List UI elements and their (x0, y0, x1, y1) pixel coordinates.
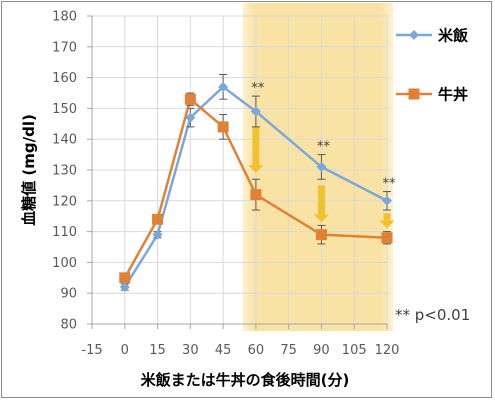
legend-marker (408, 88, 420, 100)
series-gyudon (119, 92, 393, 284)
data-point (152, 229, 163, 240)
data-point (184, 93, 196, 105)
down-arrow (379, 213, 395, 229)
series-rice (119, 74, 392, 293)
data-point (185, 112, 196, 123)
x-tick-label: 105 (342, 343, 367, 358)
data-point (119, 272, 131, 284)
y-tick-label: 170 (52, 40, 77, 55)
legend-label: 牛丼 (438, 86, 468, 104)
y-tick-label: 80 (60, 318, 77, 333)
x-tick-label: 30 (182, 343, 199, 358)
x-tick-label: 0 (121, 343, 129, 358)
legend-marker (409, 30, 419, 40)
data-point (250, 106, 261, 117)
data-point (250, 189, 262, 201)
x-tick-label: 60 (248, 343, 265, 358)
x-tick-label: 75 (280, 343, 297, 358)
data-point (119, 282, 130, 293)
x-tick-label: 15 (149, 343, 166, 358)
x-tick-label: -15 (81, 343, 102, 358)
y-tick-label: 160 (52, 71, 77, 86)
y-axis-title: 血糖値 (mg/dl) (20, 114, 38, 226)
data-point (315, 229, 327, 241)
y-tick-label: 130 (52, 164, 77, 179)
data-point (218, 81, 229, 92)
data-point (152, 213, 164, 225)
x-tick-label: 90 (313, 343, 330, 358)
y-tick-label: 120 (52, 194, 77, 209)
significance-mark: ** (317, 140, 331, 155)
y-tick-label: 180 (52, 10, 77, 25)
legend-item: 米飯 (396, 27, 468, 45)
data-point (316, 161, 327, 172)
legend-label: 米飯 (438, 27, 468, 45)
legend-item: 牛丼 (396, 86, 468, 104)
data-point (382, 195, 392, 206)
down-arrow (248, 126, 264, 174)
significance-mark: ** (251, 81, 265, 96)
significance-note: ** p<0.01 (395, 306, 470, 324)
data-point (217, 121, 229, 133)
y-tick-label: 140 (52, 133, 77, 148)
y-tick-label: 110 (52, 225, 77, 240)
x-axis-title: 米飯または牛丼の食後時間(分) (141, 371, 350, 389)
y-tick-label: 100 (52, 256, 77, 271)
x-tick-label: 120 (375, 343, 400, 358)
x-tick-label: 45 (215, 343, 232, 358)
y-tick-label: 90 (60, 287, 77, 302)
down-arrow (313, 185, 329, 223)
y-tick-label: 150 (52, 102, 77, 117)
significance-mark: ** (383, 177, 397, 192)
data-point (381, 232, 393, 244)
